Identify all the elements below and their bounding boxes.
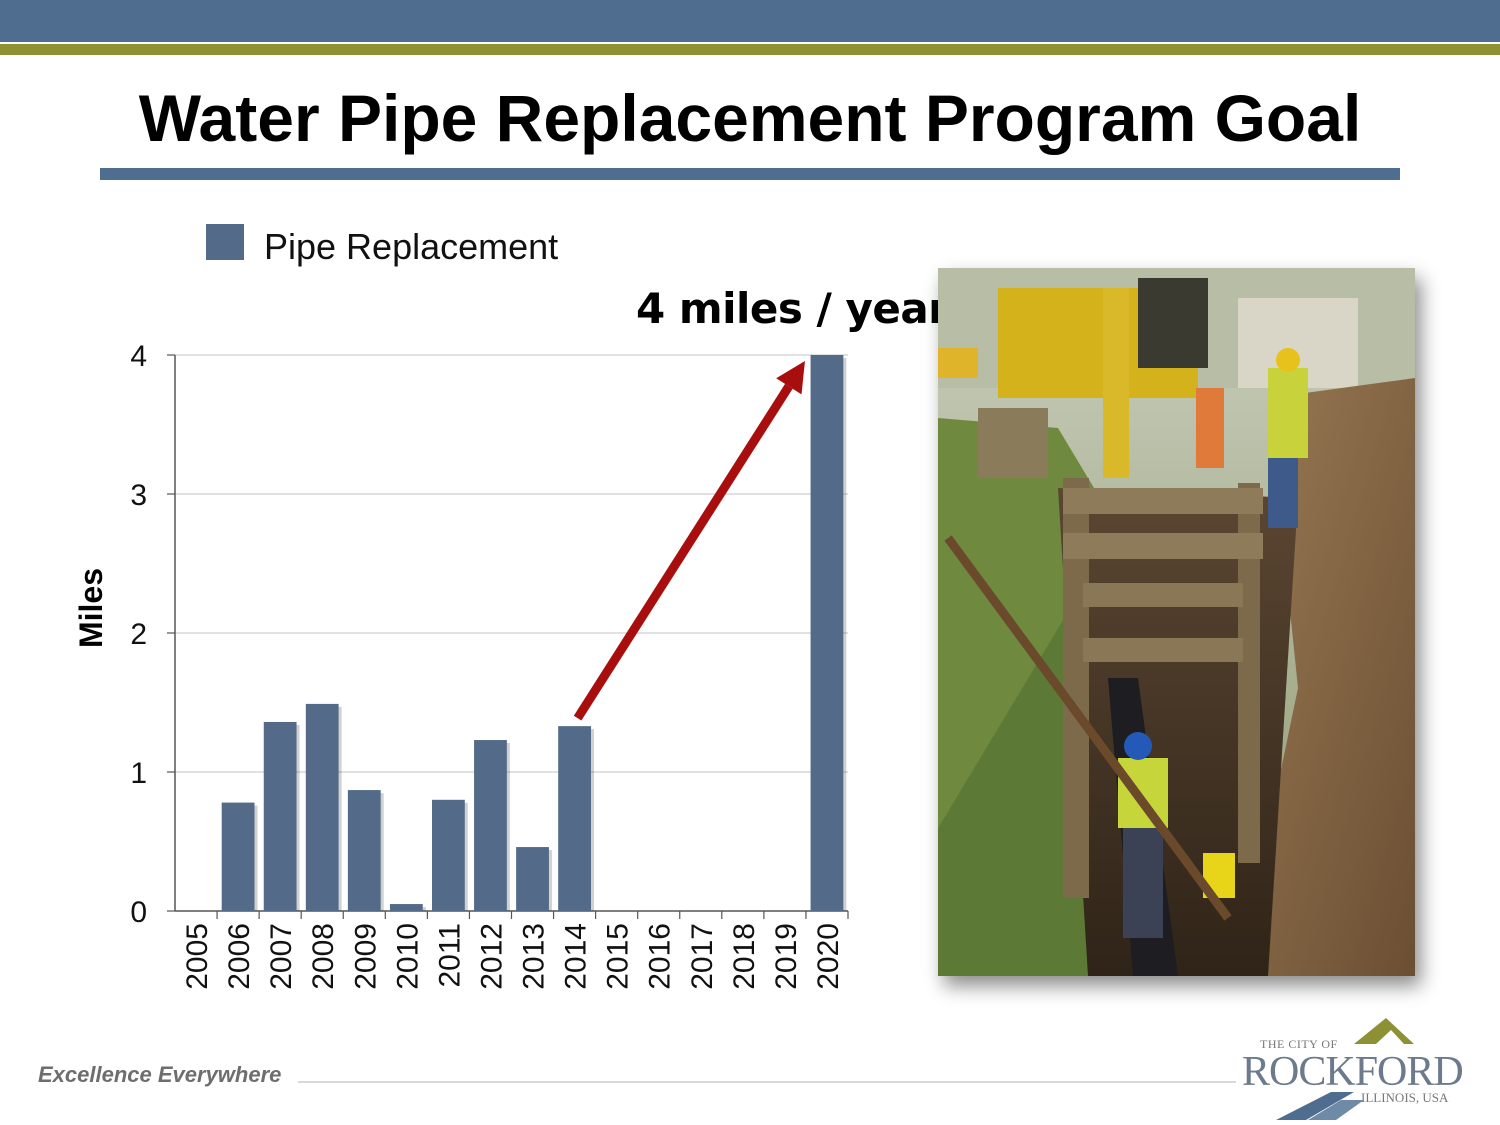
bar-shadow xyxy=(506,743,510,911)
y-tick-label: 4 xyxy=(130,340,147,373)
bar-2013 xyxy=(516,847,549,911)
x-tick-label: 2008 xyxy=(307,923,340,990)
x-tick-label: 2019 xyxy=(770,923,803,990)
x-tick-label: 2005 xyxy=(181,923,214,990)
bar-shadow xyxy=(590,729,594,911)
x-tick-label: 2011 xyxy=(433,923,466,988)
bar-shadow xyxy=(296,724,300,911)
bar-chart: 0 1 2 3 4 Miles 2005 2006 2007 2008 2009 2010 2011 20… xyxy=(73,340,849,990)
legend-label: Pipe Replacement xyxy=(264,226,559,267)
bar-shadow xyxy=(338,706,342,911)
x-tick-label: 2012 xyxy=(475,923,508,990)
bar-2014 xyxy=(558,726,591,911)
logo-mark-icon xyxy=(1276,1018,1414,1120)
y-tick-label: 1 xyxy=(130,757,147,790)
bar-2009 xyxy=(347,790,381,911)
x-tick-label: 2020 xyxy=(812,923,845,990)
footer-tagline: Excellence Everywhere xyxy=(38,1062,282,1087)
city-logo: THE CITY OF ROCKFORD ILLINOIS, USA xyxy=(1236,1012,1476,1122)
slide-title: Water Pipe Replacement Program Goal xyxy=(138,81,1362,155)
bar-shadow xyxy=(380,793,384,911)
x-tick-label: 2016 xyxy=(644,923,677,990)
bar-shadow xyxy=(254,805,258,911)
legend-swatch xyxy=(206,224,244,260)
y-axis-label: Miles xyxy=(73,568,109,648)
y-tick-label: 3 xyxy=(130,479,147,512)
goal-annotation: 4 miles / year xyxy=(636,284,949,333)
x-tick-label: 2018 xyxy=(728,923,761,990)
bar-shadow xyxy=(422,907,426,911)
bar-2006 xyxy=(221,802,255,911)
x-tick-label: 2015 xyxy=(602,923,635,990)
bar-2010 xyxy=(389,904,423,911)
goal-arrow-head xyxy=(776,361,805,395)
x-tick-label: 2009 xyxy=(349,923,382,990)
trench-photo-illustration xyxy=(938,268,1415,976)
header-band xyxy=(0,0,1500,42)
goal-arrow-shaft xyxy=(573,383,793,721)
logo-top-text: THE CITY OF xyxy=(1260,1037,1338,1051)
x-tick-label: 2013 xyxy=(518,923,551,990)
x-tick-label: 2006 xyxy=(223,923,256,990)
bar-2020 xyxy=(810,355,844,911)
x-tick-label: 2014 xyxy=(560,923,593,990)
y-tick-label: 0 xyxy=(130,896,147,929)
bar-2012 xyxy=(474,740,507,911)
bar-2011 xyxy=(432,799,465,911)
header-stripe xyxy=(0,44,1500,55)
trench-photo xyxy=(938,268,1415,976)
logo-main-text: ROCKFORD xyxy=(1242,1049,1464,1095)
footer-rule xyxy=(298,1081,1236,1083)
y-tick-label: 2 xyxy=(130,618,147,651)
x-tick-label: 2017 xyxy=(686,923,719,990)
bar-shadow xyxy=(843,358,847,911)
bar-shadow xyxy=(548,850,552,911)
bar-2007 xyxy=(263,721,297,911)
logo-bottom-text: ILLINOIS, USA xyxy=(1361,1090,1449,1105)
title-underline xyxy=(100,168,1400,180)
bar-shadow xyxy=(464,802,468,911)
x-tick-label: 2010 xyxy=(391,923,424,990)
x-tick-label: 2007 xyxy=(265,923,298,990)
bar-2008 xyxy=(305,703,339,911)
